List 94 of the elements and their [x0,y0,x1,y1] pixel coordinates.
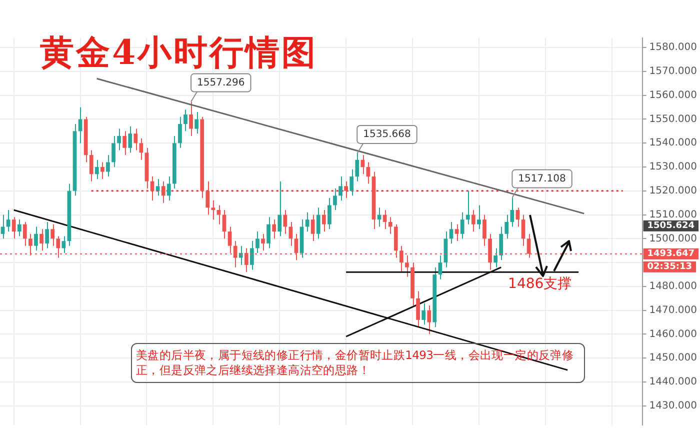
text: 1505.624 [647,221,695,232]
y-tick-label: 1460.000 [649,328,698,340]
candlestick [366,162,370,184]
y-tick-label: 1500.000 [649,233,698,244]
annotation: 1486支撑 [508,276,572,292]
candlestick [460,212,464,240]
candlestick [94,159,99,180]
candlestick [322,210,326,232]
candlestick [134,128,138,151]
candlestick [521,214,526,246]
annotation: 1535.668 [363,129,411,140]
candlestick [184,109,188,132]
annotation: 1517.108 [518,173,566,184]
candlestick [333,188,337,210]
y-tick-label: 1450.000 [649,352,698,364]
y-tick-label: 1530.000 [649,162,698,173]
candlestick [62,236,66,254]
candlestick [150,176,154,201]
candlestick [189,101,193,136]
y-tick-label: 1480.000 [649,281,698,292]
candlestick [100,162,104,180]
candlestick [211,200,216,220]
candlestick [288,221,293,246]
candlestick [89,150,94,182]
y-tick-label: 1470.000 [649,304,698,316]
y-tick-label: 1520.000 [649,185,698,196]
candlestick [161,180,166,204]
candlestick [139,138,144,160]
candlestick [350,168,354,196]
candlestick [12,216,16,240]
candlestick [504,214,509,240]
y-tick-label: 1510.000 [649,209,698,220]
candlestick [194,112,198,134]
candlestick [278,180,282,237]
candlestick [338,176,342,201]
candlestick [494,248,498,268]
candlestick [416,290,420,328]
candlestick [382,210,387,230]
candlestick [360,154,365,175]
candlestick [0,214,5,240]
candlestick [471,210,476,232]
candlestick [482,214,486,246]
candlestick [316,207,320,240]
candlestick [45,221,49,249]
candlestick [122,130,127,156]
y-tick-label: 1560.000 [649,90,698,101]
candlestick [112,135,116,168]
ref-line-label: 1493.647 [647,249,695,260]
candlestick [22,221,27,246]
candlestick [499,226,504,261]
candlestick [117,128,121,151]
candlestick [388,216,392,234]
candlestick [283,210,288,234]
candlestick [344,180,348,199]
candlestick [216,204,221,225]
candlestick [178,116,182,148]
y-tick-label: 1580.000 [649,42,698,54]
candlestick [128,126,132,154]
candlestick [310,214,315,242]
candlestick [422,302,426,326]
candlestick [238,245,243,266]
chart-title: 黄金4小时行情图 [40,32,318,75]
candlestick [328,198,332,230]
candlestick [516,207,520,228]
candlestick [438,254,442,280]
candlestick [40,228,44,252]
text: 02:35:13 [647,262,692,272]
y-tick-label: 1570.000 [649,66,698,78]
candlestick [256,231,260,254]
candlestick [272,219,276,240]
candlestick [17,219,22,237]
candlestick [466,190,470,225]
candlestick [477,204,481,230]
candlestick [34,226,38,252]
candlestick [166,176,171,201]
candlestick [106,154,110,178]
candlestick [510,197,514,228]
candlestick [261,233,265,252]
y-tick-label: 1440.000 [649,376,698,388]
y-tick-label: 1430.000 [649,400,698,412]
candlestick [449,221,454,244]
candlestick [156,178,160,196]
candlestick [266,216,270,249]
y-tick-label: 1540.000 [649,138,698,149]
candlestick [355,152,360,182]
candlestick [454,224,459,242]
candlestick [405,254,409,278]
candlestick [50,224,55,246]
candlestick [427,305,432,335]
annotation: 1557.296 [197,77,245,88]
y-tick-label: 1550.000 [649,114,698,125]
candlestick [250,240,254,270]
candlestick [78,106,82,144]
candlestick [206,180,210,216]
